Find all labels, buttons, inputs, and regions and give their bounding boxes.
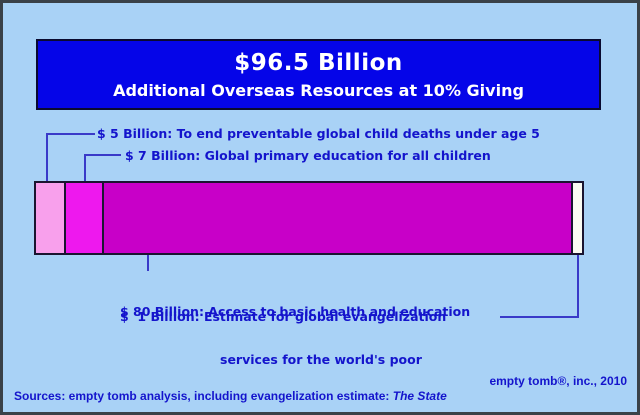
title-box: $96.5 Billion Additional Overseas Resour… <box>36 39 601 110</box>
label-80-billion-line2: services for the world's poor <box>220 352 422 367</box>
bar-segment-child-deaths <box>36 183 64 253</box>
label-5-billion: $ 5 Billion: To end preventable global c… <box>97 126 540 141</box>
label-80-billion-line1: $ 80 Billion: Access to basic health and… <box>120 304 471 319</box>
sources-note: Sources: empty tomb analysis, including … <box>14 359 447 412</box>
label-80-billion: $ 80 Billion: Access to basic health and… <box>120 274 470 397</box>
label-7-billion: $ 7 Billion: Global primary education fo… <box>125 148 491 163</box>
chart-title: $96.5 Billion <box>234 49 403 76</box>
connector-1b <box>500 254 579 318</box>
stacked-bar <box>34 181 584 255</box>
label-1-billion: $ 1 Billion: Estimate for global evangel… <box>120 309 447 324</box>
bar-segment-evangelization <box>571 183 582 253</box>
sources-line1: Sources: empty tomb analysis, including … <box>14 389 447 403</box>
credit-text: empty tomb®, inc., 2010 <box>489 374 627 388</box>
bar-segment-health-education-poor <box>102 183 571 253</box>
bar-segment-primary-education <box>64 183 102 253</box>
chart-subtitle: Additional Overseas Resources at 10% Giv… <box>113 80 524 100</box>
